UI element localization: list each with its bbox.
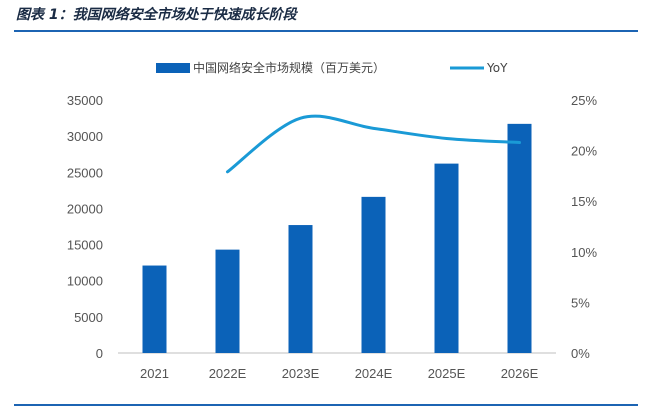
yoy-line-path: [226, 114, 521, 174]
y-left-tick-label: 10000: [67, 274, 103, 289]
legend-bar-swatch: [156, 63, 190, 73]
top-rule: [14, 30, 638, 32]
y-right-tick-label: 15%: [571, 194, 597, 209]
yoy-line: [226, 114, 521, 174]
y-left-tick-label: 15000: [67, 238, 103, 253]
bar: [142, 265, 167, 353]
y-left-tick-label: 20000: [67, 201, 103, 216]
bars: [142, 123, 532, 354]
y-right-tick-label: 5%: [571, 295, 590, 310]
x-tick-label: 2021: [140, 366, 169, 381]
y-right-tick-label: 0%: [571, 346, 590, 361]
y-left-tick-label: 25000: [67, 165, 103, 180]
bottom-rule: [14, 404, 638, 406]
y-right-tick-label: 25%: [571, 93, 597, 108]
legend-bar-label: 中国网络安全市场规模（百万美元）: [193, 60, 385, 75]
x-tick-label: 2023E: [282, 366, 320, 381]
legend-line-label: YoY: [486, 61, 508, 75]
bar: [215, 249, 240, 353]
legend: 中国网络安全市场规模（百万美元） YoY: [156, 60, 508, 75]
y-left-tick-label: 30000: [67, 129, 103, 144]
x-tick-label: 2026E: [501, 366, 539, 381]
x-tick-label: 2025E: [428, 366, 466, 381]
y-left-tick-label: 5000: [74, 310, 103, 325]
bar: [361, 196, 386, 353]
y-left-tick-label: 35000: [67, 93, 103, 108]
y-left-tick-label: 0: [96, 346, 103, 361]
x-tick-label: 2022E: [209, 366, 247, 381]
y-right-tick-label: 10%: [571, 245, 597, 260]
bar: [434, 163, 459, 353]
axes: 0 5000 10000 15000 20000 25000 30000 35000 0% 5% 1…: [67, 93, 598, 381]
bar: [507, 123, 532, 354]
x-tick-label: 2024E: [355, 366, 393, 381]
bar: [288, 225, 313, 353]
y-right-tick-label: 20%: [571, 144, 597, 159]
figure-title: 图表 1：我国网络安全市场处于快速成长阶段: [16, 7, 297, 23]
